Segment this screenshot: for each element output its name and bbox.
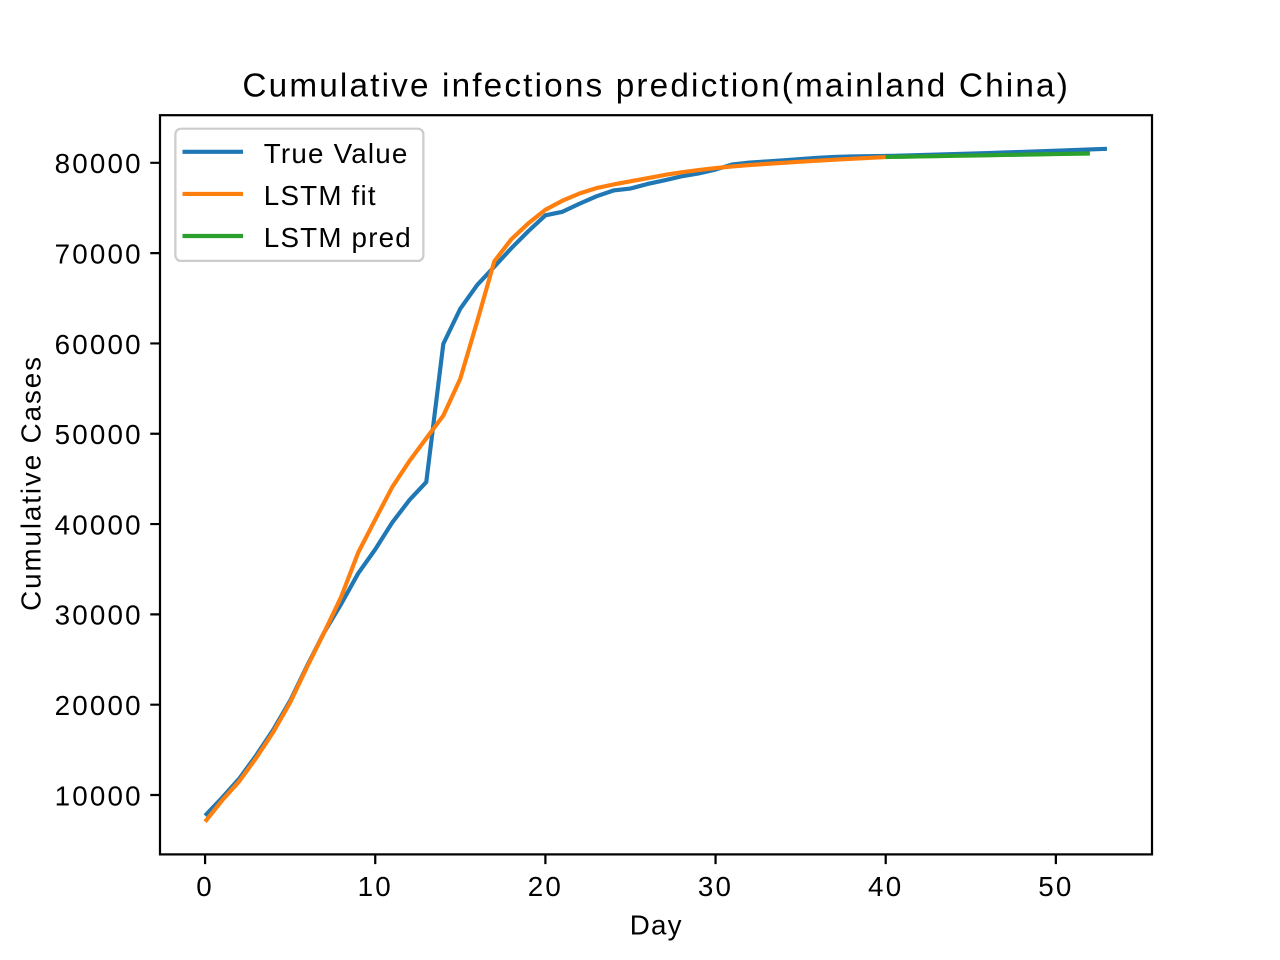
svg-text:0: 0: [196, 871, 214, 902]
svg-text:True Value: True Value: [264, 138, 409, 169]
svg-text:Cumulative Cases: Cumulative Cases: [15, 355, 46, 611]
svg-text:Cumulative infections predicti: Cumulative infections prediction(mainlan…: [242, 68, 1070, 105]
svg-text:Day: Day: [630, 910, 683, 941]
svg-text:80000: 80000: [55, 148, 143, 179]
svg-text:50000: 50000: [55, 419, 143, 450]
svg-text:10: 10: [358, 871, 393, 902]
svg-text:20: 20: [528, 871, 563, 902]
svg-text:50: 50: [1038, 871, 1073, 902]
svg-text:60000: 60000: [55, 329, 143, 360]
svg-text:30000: 30000: [55, 600, 143, 631]
svg-text:70000: 70000: [55, 238, 143, 269]
svg-text:20000: 20000: [55, 690, 143, 721]
svg-text:40: 40: [868, 871, 903, 902]
svg-text:30: 30: [698, 871, 733, 902]
svg-text:40000: 40000: [55, 509, 143, 540]
svg-text:LSTM pred: LSTM pred: [264, 222, 412, 253]
svg-text:10000: 10000: [55, 780, 143, 811]
svg-text:LSTM fit: LSTM fit: [264, 180, 377, 211]
